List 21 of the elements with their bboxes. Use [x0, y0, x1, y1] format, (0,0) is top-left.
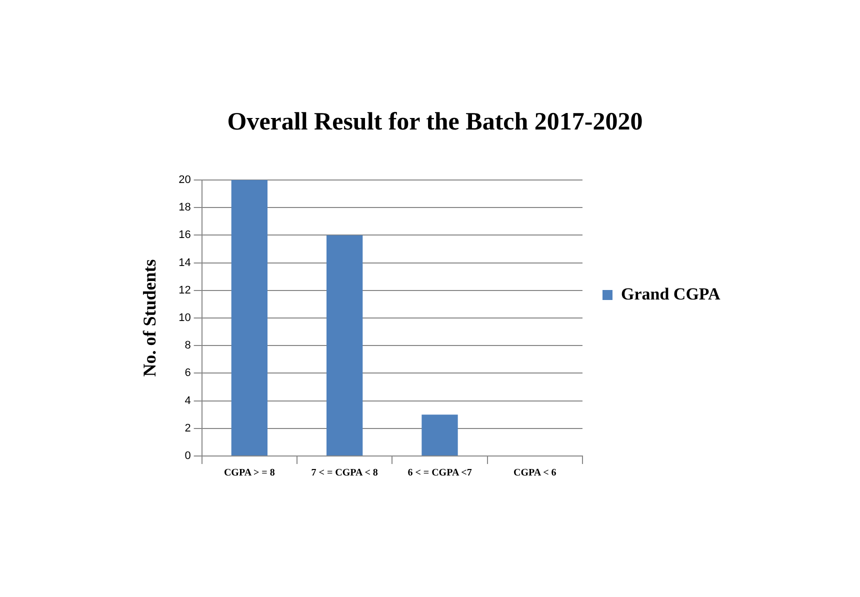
x-tick-label: CGPA > = 8	[224, 468, 275, 479]
y-tick-label: 10	[178, 312, 191, 324]
y-tick-label: 8	[184, 340, 191, 352]
x-tick-label: CGPA < 6	[514, 468, 556, 479]
chart-title: Overall Result for the Batch 2017-2020	[227, 108, 643, 136]
y-tick-label: 20	[178, 174, 191, 186]
y-tick-label: 4	[184, 394, 191, 407]
y-tick-label: 6	[184, 367, 191, 380]
y-tick-label: 16	[178, 229, 191, 242]
x-tick-label: 6 < = CGPA <7	[408, 468, 472, 479]
y-tick-label: 14	[178, 256, 191, 269]
x-tick-label: 7 < = CGPA < 8	[311, 468, 378, 479]
y-tick-label: 18	[178, 202, 191, 214]
y-tick-label: 12	[178, 284, 191, 296]
y-axis-title: No. of Students	[139, 259, 160, 377]
y-tick-label: 0	[184, 450, 191, 462]
bar	[231, 180, 268, 456]
bar	[326, 235, 363, 456]
y-tick-label: 2	[184, 422, 191, 434]
legend-label: Grand CGPA	[621, 284, 722, 304]
bar	[422, 414, 458, 456]
